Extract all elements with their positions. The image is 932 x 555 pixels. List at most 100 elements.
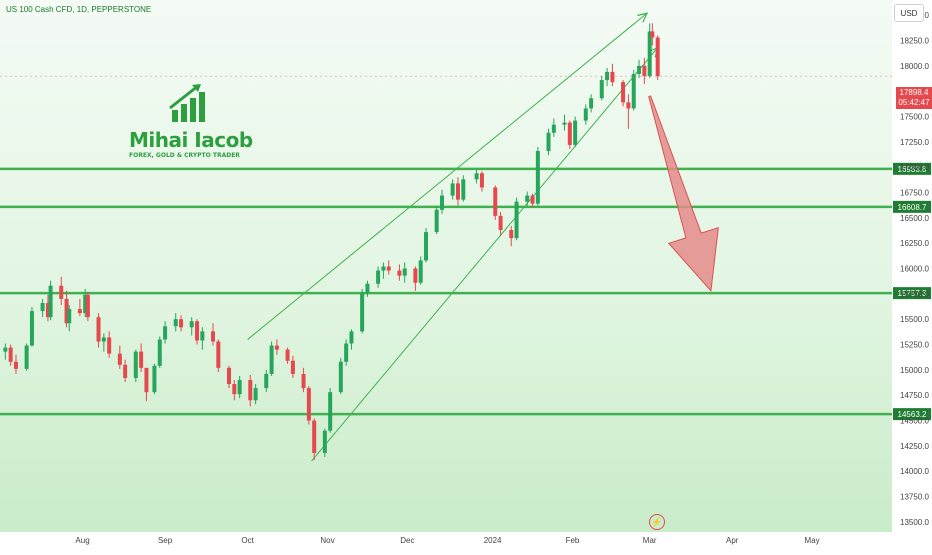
- candle-up[interactable]: [67, 309, 72, 324]
- candle-down[interactable]: [509, 230, 514, 239]
- candle-up[interactable]: [157, 339, 162, 366]
- candle-down[interactable]: [655, 37, 660, 77]
- candle-down[interactable]: [306, 388, 311, 421]
- candle-down[interactable]: [8, 347, 13, 362]
- candle-up[interactable]: [418, 260, 423, 283]
- candle-up[interactable]: [514, 201, 519, 239]
- currency-button[interactable]: USD: [894, 4, 924, 22]
- candle-up[interactable]: [525, 195, 530, 202]
- candle-down[interactable]: [650, 31, 655, 38]
- candle-up[interactable]: [101, 337, 106, 342]
- candle-down[interactable]: [179, 319, 184, 328]
- channel-lower-line[interactable]: [311, 47, 659, 462]
- candle-down[interactable]: [248, 380, 253, 401]
- candle-up[interactable]: [546, 132, 551, 151]
- candle-up[interactable]: [360, 292, 365, 332]
- candle-down[interactable]: [77, 309, 82, 314]
- lightning-icon[interactable]: ⚡: [649, 514, 665, 530]
- candle-up[interactable]: [29, 311, 34, 346]
- candle-down[interactable]: [123, 364, 128, 378]
- candle-up[interactable]: [434, 209, 439, 233]
- candle-up[interactable]: [24, 345, 29, 369]
- level-label: 15757.3: [898, 289, 927, 298]
- candle-up[interactable]: [461, 179, 466, 200]
- candle-down[interactable]: [290, 360, 295, 374]
- candle-down[interactable]: [195, 321, 200, 341]
- candle-down[interactable]: [64, 298, 69, 324]
- candle-down[interactable]: [107, 337, 112, 354]
- candle-up[interactable]: [237, 380, 242, 395]
- candle-up[interactable]: [133, 351, 138, 378]
- candle-down[interactable]: [493, 187, 498, 216]
- candle-down[interactable]: [312, 420, 317, 453]
- candle-up[interactable]: [328, 392, 333, 431]
- candle-down[interactable]: [139, 351, 144, 368]
- candle-up[interactable]: [474, 173, 479, 180]
- candle-down[interactable]: [285, 349, 290, 361]
- projection-arrow[interactable]: [648, 95, 719, 292]
- candle-down[interactable]: [610, 71, 615, 83]
- candle-up[interactable]: [402, 268, 407, 276]
- candle-down[interactable]: [530, 195, 535, 204]
- candle-up[interactable]: [349, 331, 354, 344]
- candle-up[interactable]: [605, 71, 610, 81]
- candle-down[interactable]: [232, 384, 237, 395]
- candle-up[interactable]: [200, 331, 205, 341]
- candle-up[interactable]: [376, 270, 381, 284]
- candle-up[interactable]: [365, 283, 370, 293]
- candle-down[interactable]: [301, 373, 306, 389]
- candle-up[interactable]: [381, 266, 386, 271]
- candle-up[interactable]: [573, 120, 578, 145]
- candle-down[interactable]: [386, 266, 391, 271]
- candle-down[interactable]: [479, 173, 484, 188]
- candle-up[interactable]: [562, 122, 567, 125]
- candle-down[interactable]: [397, 270, 402, 276]
- candle-up[interactable]: [253, 388, 258, 401]
- candle-down[interactable]: [642, 65, 647, 76]
- candle-up[interactable]: [163, 326, 168, 340]
- candle-down[interactable]: [498, 215, 503, 231]
- candle-down[interactable]: [274, 345, 279, 350]
- candle-down[interactable]: [96, 317, 101, 342]
- candle-up[interactable]: [551, 124, 556, 133]
- candle-up[interactable]: [152, 365, 157, 393]
- candle-down[interactable]: [567, 122, 572, 145]
- candle-up[interactable]: [647, 31, 652, 76]
- candle-down[interactable]: [45, 302, 50, 318]
- candle-up[interactable]: [424, 232, 429, 261]
- candle-down[interactable]: [59, 285, 64, 299]
- candle-down[interactable]: [13, 361, 18, 369]
- candle-up[interactable]: [535, 150, 540, 204]
- candle-down[interactable]: [226, 367, 231, 385]
- candle-up[interactable]: [631, 73, 636, 109]
- candle-up[interactable]: [48, 285, 53, 318]
- candle-down[interactable]: [144, 367, 149, 393]
- candle-up[interactable]: [189, 321, 194, 328]
- channel-upper-line[interactable]: [247, 12, 648, 340]
- candle-up[interactable]: [264, 373, 269, 389]
- candle-up[interactable]: [450, 183, 455, 196]
- candle-down[interactable]: [626, 102, 631, 109]
- candle-up[interactable]: [3, 347, 8, 352]
- candle-up[interactable]: [583, 108, 588, 121]
- candle-down[interactable]: [621, 82, 626, 103]
- candle-down[interactable]: [117, 353, 122, 365]
- candle-up[interactable]: [40, 302, 45, 312]
- candle-up[interactable]: [322, 430, 327, 453]
- candle-up[interactable]: [599, 80, 604, 99]
- candle-down[interactable]: [85, 294, 90, 318]
- candle-down[interactable]: [216, 341, 221, 368]
- candle-down[interactable]: [455, 183, 460, 200]
- candle-up[interactable]: [440, 195, 445, 210]
- candle-up[interactable]: [637, 65, 642, 74]
- candle-up[interactable]: [338, 361, 343, 393]
- candle-up[interactable]: [83, 294, 88, 314]
- candle-up[interactable]: [589, 98, 594, 109]
- candle-up[interactable]: [173, 319, 178, 327]
- candle-up[interactable]: [269, 345, 274, 374]
- candle-down[interactable]: [413, 268, 418, 283]
- candle-up[interactable]: [344, 343, 349, 362]
- candle-down[interactable]: [211, 331, 216, 342]
